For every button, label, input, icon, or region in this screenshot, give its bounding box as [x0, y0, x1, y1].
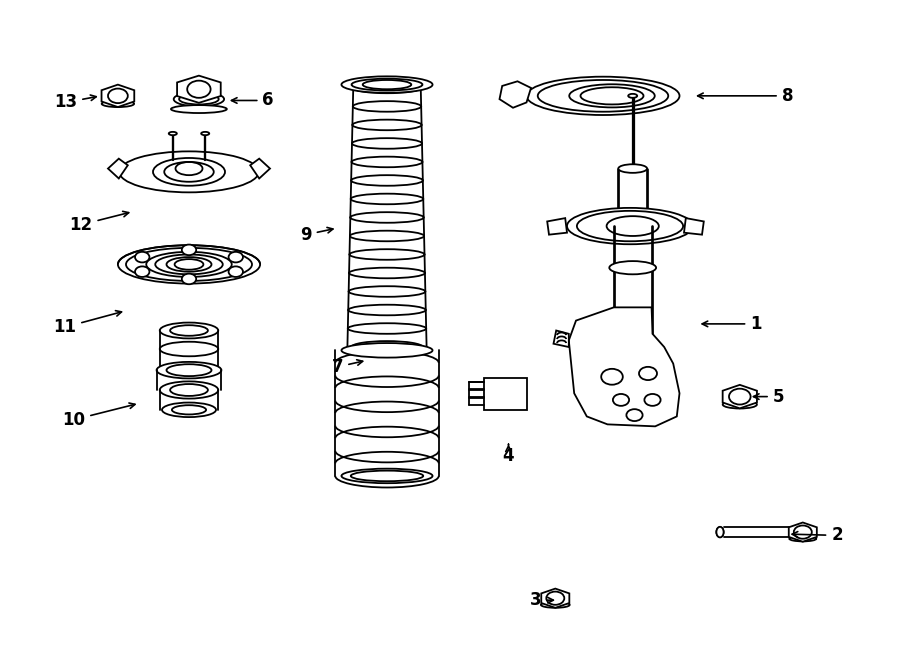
- Ellipse shape: [349, 268, 425, 278]
- Text: 13: 13: [54, 93, 96, 112]
- Polygon shape: [788, 522, 817, 542]
- Ellipse shape: [351, 341, 423, 353]
- Ellipse shape: [350, 231, 424, 241]
- Ellipse shape: [607, 216, 659, 236]
- Ellipse shape: [166, 257, 212, 272]
- Text: 10: 10: [62, 403, 135, 429]
- Ellipse shape: [118, 245, 260, 284]
- Ellipse shape: [618, 214, 647, 222]
- Ellipse shape: [174, 92, 224, 106]
- Ellipse shape: [541, 602, 570, 608]
- Ellipse shape: [350, 212, 424, 223]
- Text: 5: 5: [753, 387, 784, 406]
- Ellipse shape: [789, 536, 816, 541]
- Ellipse shape: [628, 94, 637, 98]
- Text: 6: 6: [231, 91, 274, 110]
- Ellipse shape: [353, 120, 421, 130]
- Ellipse shape: [160, 342, 218, 356]
- Ellipse shape: [146, 252, 232, 277]
- Polygon shape: [547, 218, 567, 235]
- Text: 3: 3: [530, 591, 554, 609]
- Ellipse shape: [716, 527, 724, 537]
- Ellipse shape: [353, 101, 421, 112]
- Ellipse shape: [618, 165, 647, 173]
- Circle shape: [229, 252, 243, 262]
- Polygon shape: [554, 330, 569, 347]
- Ellipse shape: [352, 157, 422, 167]
- Text: 12: 12: [69, 212, 129, 234]
- Ellipse shape: [348, 305, 426, 315]
- Polygon shape: [177, 75, 220, 103]
- Polygon shape: [500, 81, 531, 108]
- Polygon shape: [250, 159, 270, 178]
- Ellipse shape: [119, 151, 259, 192]
- Ellipse shape: [171, 105, 227, 113]
- Polygon shape: [541, 588, 570, 608]
- Ellipse shape: [347, 323, 427, 334]
- Circle shape: [182, 245, 196, 255]
- Ellipse shape: [526, 77, 680, 115]
- Circle shape: [182, 274, 196, 284]
- Ellipse shape: [567, 208, 693, 245]
- Ellipse shape: [349, 249, 425, 260]
- Ellipse shape: [157, 362, 221, 378]
- Text: 1: 1: [702, 315, 761, 333]
- Polygon shape: [723, 385, 757, 408]
- Ellipse shape: [341, 469, 433, 483]
- Polygon shape: [102, 85, 134, 107]
- Text: 2: 2: [792, 526, 842, 545]
- Ellipse shape: [723, 401, 757, 408]
- Circle shape: [639, 367, 657, 380]
- Ellipse shape: [716, 527, 724, 537]
- Circle shape: [135, 252, 149, 262]
- Ellipse shape: [353, 83, 421, 93]
- Ellipse shape: [160, 323, 218, 338]
- Ellipse shape: [351, 175, 423, 186]
- Ellipse shape: [628, 167, 637, 171]
- Text: 4: 4: [503, 444, 514, 465]
- Ellipse shape: [341, 343, 433, 358]
- Circle shape: [135, 266, 149, 277]
- Ellipse shape: [201, 132, 209, 135]
- Polygon shape: [484, 378, 526, 410]
- Ellipse shape: [169, 132, 177, 135]
- Polygon shape: [569, 307, 680, 426]
- Ellipse shape: [102, 100, 134, 107]
- Text: 8: 8: [698, 87, 793, 105]
- Circle shape: [229, 266, 243, 277]
- Polygon shape: [108, 159, 128, 178]
- Text: 9: 9: [301, 225, 333, 244]
- Polygon shape: [684, 218, 704, 235]
- Ellipse shape: [160, 381, 218, 399]
- Ellipse shape: [351, 194, 423, 204]
- Ellipse shape: [341, 76, 433, 93]
- Circle shape: [601, 369, 623, 385]
- Text: 7: 7: [332, 358, 363, 376]
- Ellipse shape: [153, 158, 225, 186]
- Text: 11: 11: [53, 311, 122, 336]
- Ellipse shape: [352, 138, 422, 149]
- Ellipse shape: [614, 375, 652, 385]
- Ellipse shape: [609, 261, 656, 274]
- Ellipse shape: [162, 403, 216, 417]
- Ellipse shape: [348, 286, 426, 297]
